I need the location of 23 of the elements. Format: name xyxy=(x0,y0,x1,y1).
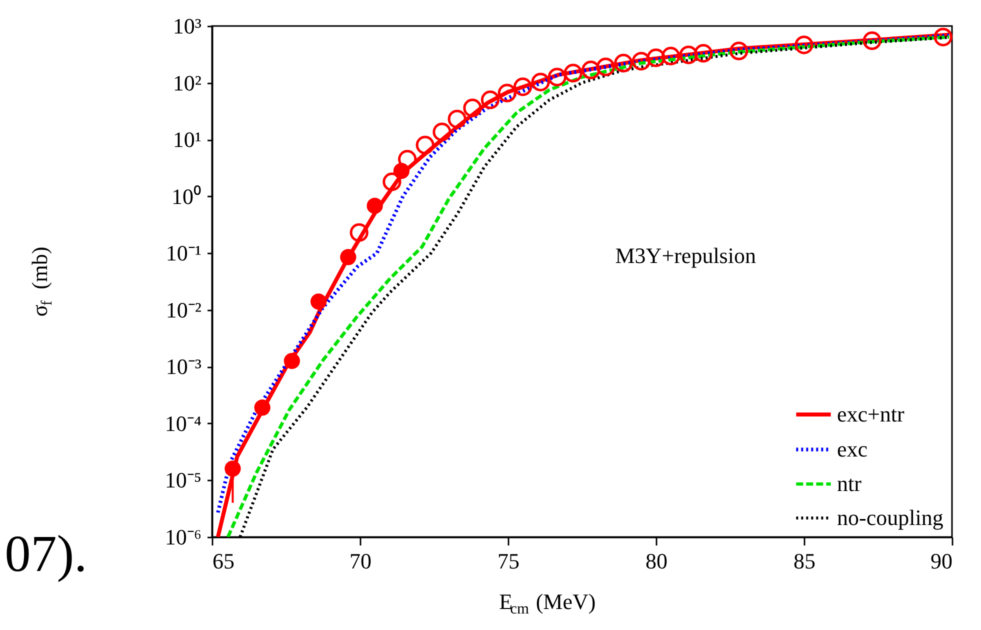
y-tick-label: 10⁻⁵ xyxy=(164,468,202,493)
y-tick-label: 10⁰ xyxy=(172,184,202,209)
x-tick-label: 85 xyxy=(794,548,816,574)
annotation: M3Y+repulsion xyxy=(615,242,756,268)
x-tick-label: 75 xyxy=(498,548,520,574)
legend-label: exc xyxy=(837,436,868,462)
y-tick-label: 10¹ xyxy=(172,127,202,152)
text: 07). xyxy=(4,526,88,583)
y-axis-title: σf (mb) xyxy=(27,246,56,317)
y-tick-label: 10⁻⁶ xyxy=(164,524,202,550)
x-tick-label: 90 xyxy=(930,548,952,574)
y-tick-label: 10² xyxy=(172,70,202,96)
x-tick-label: 80 xyxy=(646,548,668,574)
legend-label: ntr xyxy=(837,471,862,496)
y-tick-label: 10³ xyxy=(172,14,202,38)
y-tick-label: 10⁻² xyxy=(166,297,202,322)
legend-label: no-coupling xyxy=(837,505,944,530)
y-tick-label: 10⁻⁴ xyxy=(164,410,202,436)
x-tick-label: 70 xyxy=(350,548,372,574)
x-tick-label: 65 xyxy=(212,548,234,574)
y-tick-label: 10⁻¹ xyxy=(166,240,202,266)
y-tick-label: 10⁻³ xyxy=(166,354,202,380)
legend-label: exc+ntr xyxy=(837,402,906,426)
